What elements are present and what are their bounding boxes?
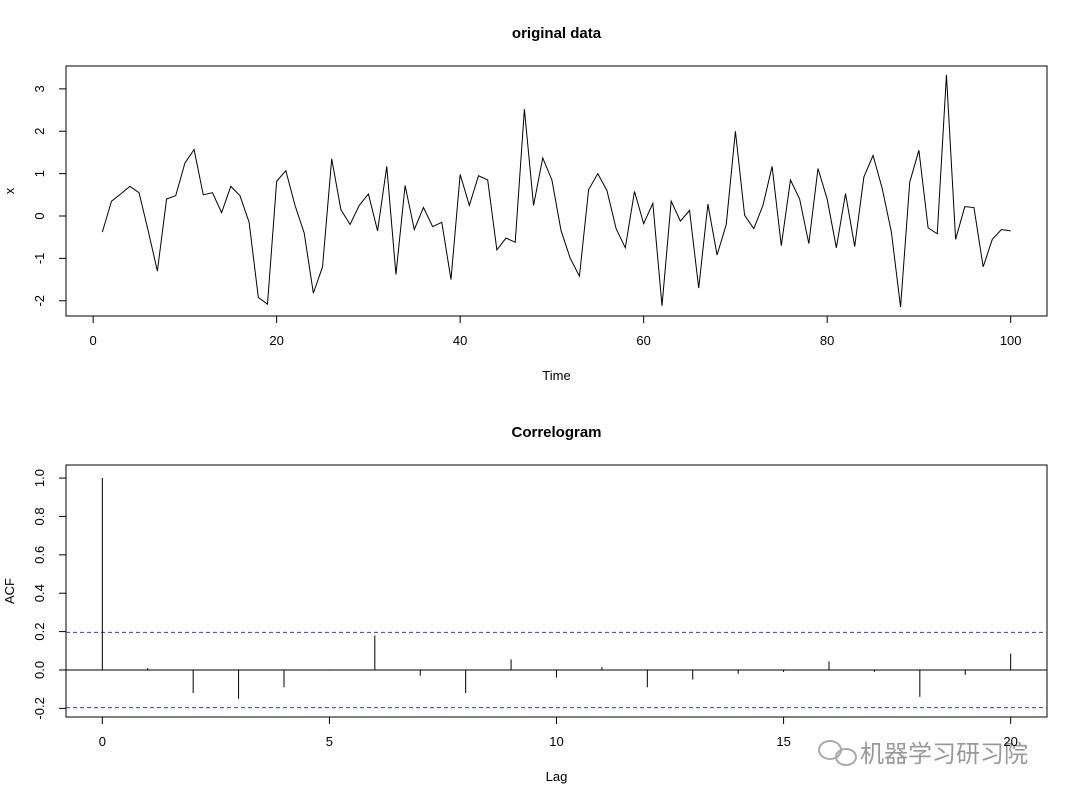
x-tick-label: 60	[636, 333, 650, 348]
series-line	[101, 74, 1011, 308]
y-tick-label: 3	[32, 85, 47, 92]
chart-title: Correlogram	[511, 424, 601, 441]
y-tick-label: 0.0	[32, 661, 47, 679]
x-tick-label: 10	[549, 734, 563, 749]
x-tick-label: 0	[99, 734, 106, 749]
y-tick-label: -2	[32, 295, 47, 307]
x-axis-label: Time	[542, 368, 570, 383]
y-tick-label: -0.2	[32, 697, 47, 719]
x-tick-label: 40	[453, 333, 467, 348]
x-tick-label: 20	[1003, 734, 1017, 749]
y-tick-label: 0.4	[32, 584, 47, 602]
plot-frame	[65, 65, 1048, 317]
y-tick-label: 2	[32, 128, 47, 135]
y-axis-label: ACF	[2, 578, 17, 604]
y-tick-label: 1	[32, 170, 47, 177]
y-tick-label: 0.2	[32, 623, 47, 641]
chart-title: original data	[512, 25, 602, 42]
plot-frame	[65, 464, 1048, 718]
y-tick-label: -1	[32, 253, 47, 265]
x-tick-label: 80	[820, 333, 834, 348]
x-tick-label: 5	[326, 734, 333, 749]
y-tick-label: 0.8	[32, 507, 47, 525]
x-tick-label: 20	[269, 333, 283, 348]
y-tick-label: 0.6	[32, 546, 47, 564]
x-tick-label: 0	[90, 333, 97, 348]
y-axis-label: x	[2, 187, 17, 194]
x-axis-label: Lag	[546, 769, 568, 784]
y-tick-label: 1.0	[32, 469, 47, 487]
x-tick-label: 15	[776, 734, 790, 749]
y-tick-label: 0	[32, 212, 47, 219]
watermark-icon	[818, 740, 857, 766]
watermark: 机器学习研习院	[860, 741, 1028, 768]
x-tick-label: 100	[1000, 333, 1022, 348]
